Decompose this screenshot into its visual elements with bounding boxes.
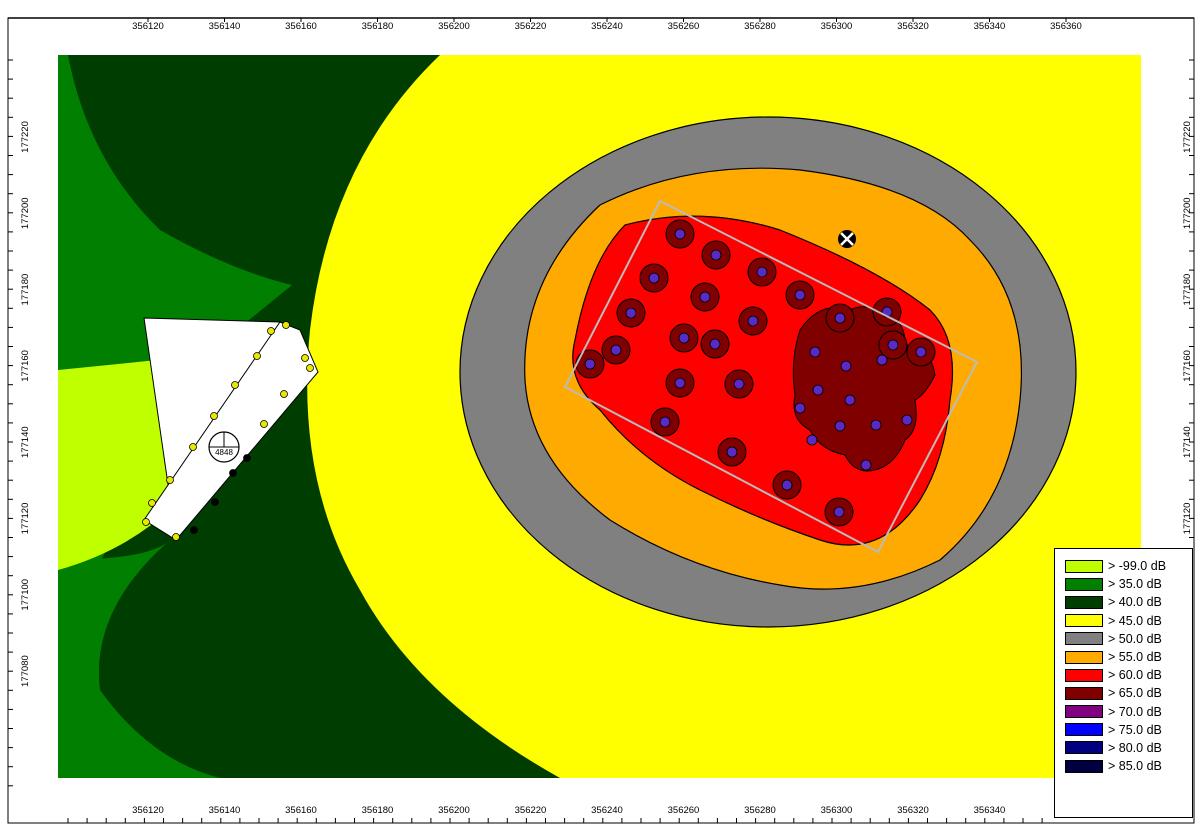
right-y-tick-label: 177120 — [1182, 503, 1193, 535]
legend-label: > 55.0 dB — [1108, 650, 1162, 665]
noise-contours — [58, 55, 1141, 778]
right-y-tick-label: 177220 — [1182, 121, 1193, 153]
bottom-x-tick-label: 356160 — [285, 805, 317, 816]
bottom-x-tick-label: 356260 — [668, 805, 700, 816]
legend-item: > 40.0 dB — [1065, 593, 1186, 611]
legend-item: > 35.0 dB — [1065, 575, 1186, 593]
bottom-x-tick-label: 356300 — [821, 805, 853, 816]
legend-label: > 60.0 dB — [1108, 668, 1162, 683]
top-x-tick-label: 356200 — [438, 21, 470, 32]
legend-swatch — [1065, 741, 1103, 755]
bottom-x-tick-label: 356140 — [209, 805, 241, 816]
legend-swatch — [1065, 559, 1103, 573]
right-y-axis: 177220 177200 177180 177160 177140 177120 — [1182, 59, 1194, 538]
top-x-tick-label: 356340 — [974, 21, 1006, 32]
legend-swatch — [1065, 632, 1103, 646]
top-x-tick-label: 356120 — [132, 21, 164, 32]
bottom-x-tick-label: 356120 — [132, 805, 164, 816]
right-y-tick-label: 177200 — [1182, 197, 1193, 229]
bottom-x-tick-label: 356340 — [974, 805, 1006, 816]
legend-label: > 45.0 dB — [1108, 613, 1162, 628]
bottom-x-tick-label: 356200 — [438, 805, 470, 816]
legend-swatch — [1065, 595, 1103, 609]
legend-swatch — [1065, 723, 1103, 737]
legend-label: > 35.0 dB — [1108, 577, 1162, 592]
legend-item: > 85.0 dB — [1065, 757, 1186, 775]
facade-points — [142, 321, 314, 541]
top-x-tick-label: 356280 — [744, 21, 776, 32]
legend-item: > 70.0 dB — [1065, 703, 1186, 721]
legend-label: > 50.0 dB — [1108, 631, 1162, 646]
legend-swatch — [1065, 668, 1103, 682]
legend-item: > 65.0 dB — [1065, 684, 1186, 702]
legend-label: > 40.0 dB — [1108, 595, 1162, 610]
legend-swatch — [1065, 705, 1103, 719]
bottom-x-tick-label: 356220 — [515, 805, 547, 816]
legend: > -99.0 dB > 35.0 dB > 40.0 dB > 45.0 dB > 5… — [1054, 548, 1193, 818]
legend-label: > 80.0 dB — [1108, 740, 1162, 755]
legend-label: > 75.0 dB — [1108, 722, 1162, 737]
top-x-tick-label: 356300 — [821, 21, 853, 32]
legend-item: > 45.0 dB — [1065, 612, 1186, 630]
right-y-tick-label: 177160 — [1182, 350, 1193, 382]
right-y-tick-label: 177180 — [1182, 274, 1193, 306]
top-x-tick-label: 356240 — [591, 21, 623, 32]
legend-label: > -99.0 dB — [1108, 559, 1167, 574]
top-x-tick-label: 356180 — [362, 21, 394, 32]
noise-sources — [584, 228, 927, 518]
legend-swatch — [1065, 614, 1103, 628]
legend-swatch — [1065, 759, 1103, 773]
legend-item: > 55.0 dB — [1065, 648, 1186, 666]
left-y-tick-label: 177140 — [20, 426, 31, 458]
top-x-tick-label: 356260 — [668, 21, 700, 32]
legend-label: > 65.0 dB — [1108, 686, 1162, 701]
left-y-tick-label: 177120 — [20, 503, 31, 535]
facade-points-dark — [190, 454, 251, 534]
zone-35db-lower — [58, 540, 220, 778]
left-y-tick-label: 177180 — [20, 274, 31, 306]
left-y-tick-label: 177220 — [20, 121, 31, 153]
top-x-tick-label: 356320 — [897, 21, 929, 32]
legend-item: > 60.0 dB — [1065, 666, 1186, 684]
legend-label: > 70.0 dB — [1108, 704, 1162, 719]
bottom-x-tick-label: 356180 — [362, 805, 394, 816]
bottom-x-tick-label: 356320 — [897, 805, 929, 816]
reference-point — [838, 230, 856, 248]
legend-label: > 85.0 dB — [1108, 759, 1162, 774]
right-y-tick-label: 177140 — [1182, 426, 1193, 458]
receptor-label: 4848 — [215, 448, 233, 457]
top-x-axis: 356120 356140 356160 356180 356200 356220 3562… — [132, 18, 1082, 32]
site-boundary — [563, 199, 979, 554]
left-y-tick-label: 177100 — [20, 579, 31, 611]
left-y-tick-label: 177080 — [20, 655, 31, 687]
legend-item: > 80.0 dB — [1065, 739, 1186, 757]
top-x-tick-label: 356140 — [209, 21, 241, 32]
top-x-tick-label: 356220 — [515, 21, 547, 32]
legend-swatch — [1065, 650, 1103, 664]
legend-item: > 50.0 dB — [1065, 630, 1186, 648]
bottom-x-axis: 356120 356140 356160 356180 356200 356220 3562… — [67, 805, 1043, 823]
top-x-tick-label: 356360 — [1050, 21, 1082, 32]
left-y-tick-label: 177160 — [20, 350, 31, 382]
legend-item: > 75.0 dB — [1065, 721, 1186, 739]
legend-swatch — [1065, 577, 1103, 591]
left-y-axis: 177220 177200 177180 177160 177140 177120 1771… — [8, 59, 31, 787]
legend-swatch — [1065, 686, 1103, 700]
legend-item: > -99.0 dB — [1065, 557, 1186, 575]
bottom-x-tick-label: 356280 — [744, 805, 776, 816]
receptor-symbol — [208, 431, 240, 463]
top-x-tick-label: 356160 — [285, 21, 317, 32]
left-y-tick-label: 177200 — [20, 197, 31, 229]
bottom-x-tick-label: 356240 — [591, 805, 623, 816]
